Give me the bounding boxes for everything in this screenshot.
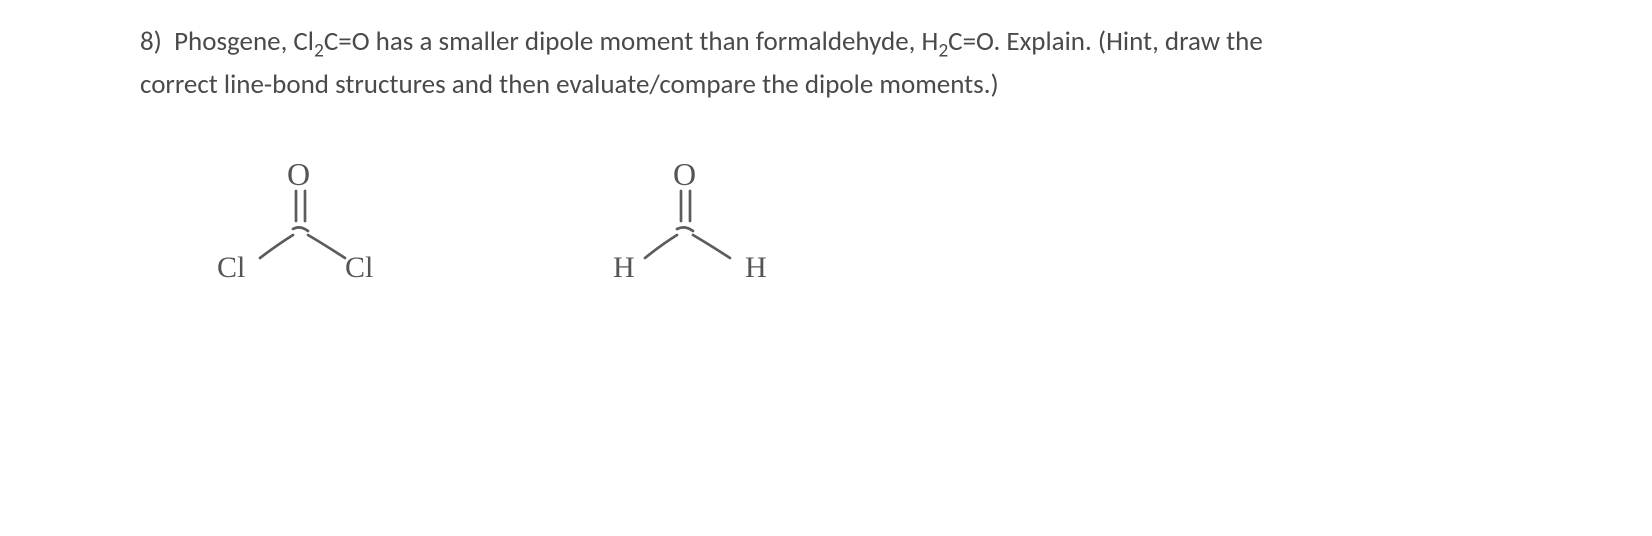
hand-drawn-structures: O Cl Cl O H (205, 155, 825, 335)
formaldehyde-h-right: H (745, 251, 767, 284)
formaldehyde-left-bond (645, 235, 677, 258)
formaldehyde-o-label: O (673, 156, 696, 192)
q-line-2: correct line-bond structures and then ev… (140, 68, 999, 101)
phosgene-left-bond (260, 235, 293, 258)
phosgene-right-bond (308, 235, 345, 258)
q-part-3: C=O. Explain. (Hint, draw the (948, 25, 1263, 58)
phosgene-o-label: O (287, 156, 310, 192)
formaldehyde-c-vertex (677, 227, 693, 231)
question-text-block: 8) Phosgene, Cl2C=O has a smaller dipole… (140, 20, 1592, 106)
phosgene-cl-left: Cl (217, 251, 245, 284)
formaldehyde-right-bond (693, 235, 730, 258)
question-number: 8) (140, 25, 162, 58)
page-root: 8) Phosgene, Cl2C=O has a smaller dipole… (0, 0, 1652, 536)
q-part-1: Phosgene, Cl (174, 25, 314, 58)
formaldehyde-h-left: H (613, 251, 635, 284)
structures-svg: O Cl Cl O H (205, 155, 825, 335)
phosgene-structure: O Cl Cl (217, 156, 373, 284)
phosgene-c-vertex (293, 227, 308, 231)
formaldehyde-structure: O H H (613, 156, 767, 284)
q-sub-2: 2 (938, 38, 948, 62)
q-part-2: C=O has a smaller dipole moment than for… (324, 25, 938, 58)
phosgene-cl-right: Cl (345, 251, 373, 284)
q-sub-1: 2 (314, 38, 324, 62)
